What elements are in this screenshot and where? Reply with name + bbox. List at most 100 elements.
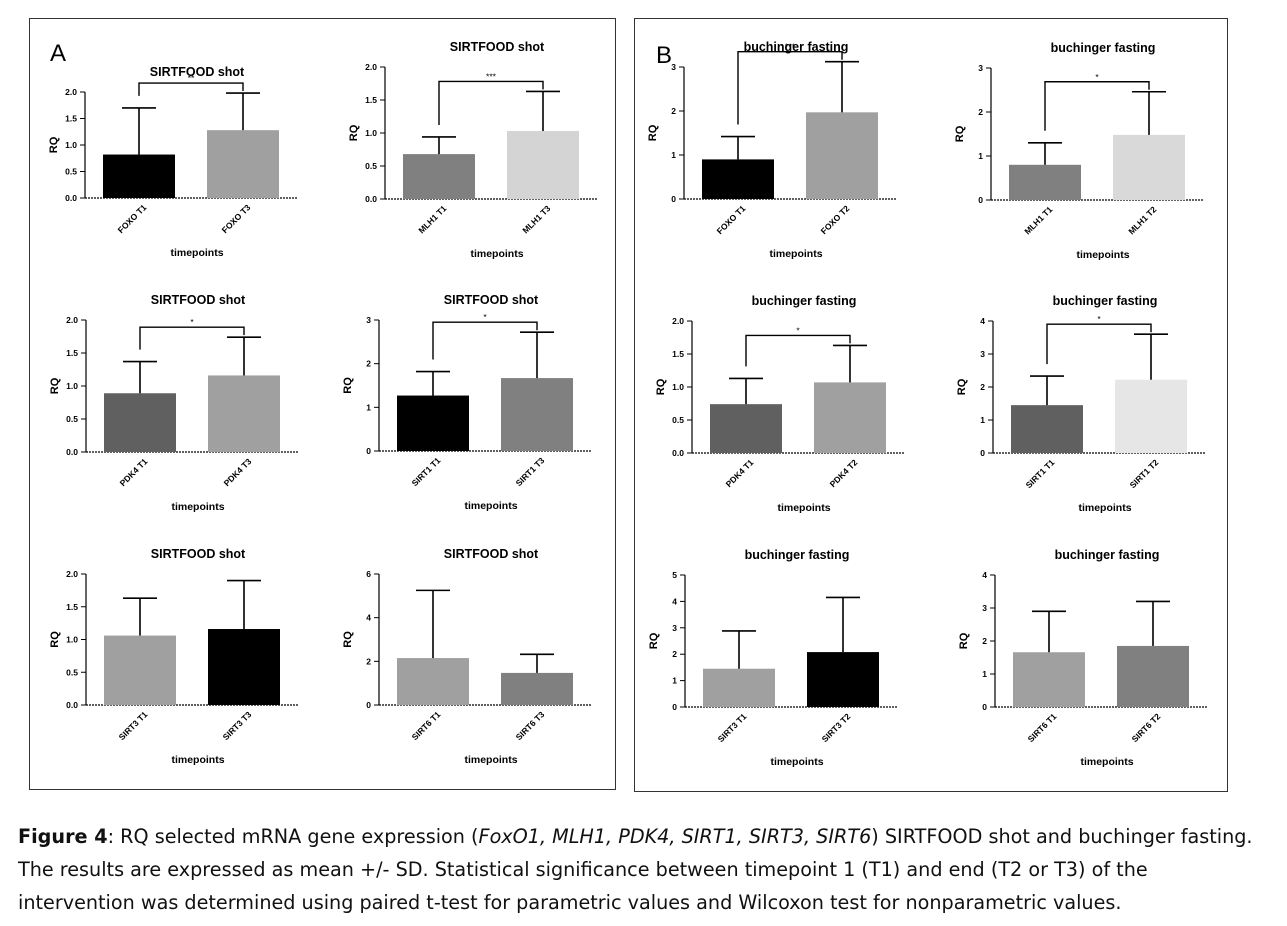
y-axis-label: RQ (49, 631, 61, 648)
y-tick-label: 2.0 (65, 87, 77, 97)
y-tick-label: 1 (980, 415, 985, 425)
significance-label: *** (785, 42, 796, 52)
significance-bracket (737, 51, 843, 125)
y-tick-label: 0 (980, 448, 985, 458)
y-tick-label: 0.5 (66, 667, 78, 677)
panel-a (29, 18, 616, 790)
y-axis-label: RQ (956, 378, 968, 395)
bar (1013, 652, 1085, 707)
y-tick-label: 0 (671, 194, 676, 204)
bar (702, 159, 774, 199)
y-axis-label: RQ (954, 125, 966, 142)
x-axis-label: timepoints (470, 248, 523, 260)
y-tick-label: 0.5 (365, 161, 377, 171)
significance-bracket (1046, 323, 1152, 365)
y-axis-label: RQ (655, 378, 667, 395)
y-tick-label: 3 (366, 315, 371, 325)
bar (208, 629, 280, 705)
bar (208, 375, 280, 452)
y-tick-label: 6 (366, 569, 371, 579)
y-tick-label: 2.0 (66, 315, 78, 325)
significance-bracket (139, 326, 245, 350)
y-tick-label: 3 (671, 62, 676, 72)
significance-label: * (483, 312, 487, 322)
bar (103, 154, 175, 198)
y-tick-label: 2 (978, 107, 983, 117)
chart-title: SIRTFOOD shot (151, 547, 246, 561)
y-tick-label: 2 (980, 382, 985, 392)
chart-title: SIRTFOOD shot (450, 40, 545, 54)
bar (403, 154, 475, 199)
significance-label: ** (188, 73, 195, 83)
y-tick-label: 1.5 (65, 114, 77, 124)
bar (1113, 134, 1185, 200)
y-tick-label: 2 (366, 359, 371, 369)
caption-text-1: : RQ selected mRNA gene expression ( (107, 825, 479, 848)
y-tick-label: 0.0 (66, 447, 78, 457)
y-tick-label: 4 (982, 570, 987, 580)
x-axis-label: timepoints (777, 502, 830, 514)
caption-label: Figure 4 (18, 825, 108, 848)
chart-title: SIRTFOOD shot (444, 293, 539, 307)
significance-bracket (745, 334, 851, 367)
y-tick-label: 2.0 (672, 316, 684, 326)
significance-label: * (1097, 314, 1101, 324)
x-axis-label: timepoints (464, 754, 517, 766)
bar (710, 404, 782, 453)
panel-b (634, 18, 1228, 792)
y-tick-label: 0 (672, 702, 677, 712)
significance-bracket (138, 82, 244, 96)
y-axis-label: RQ (342, 631, 354, 648)
caption-text-2: ) SIRTFOOD shot and buchinger fasting. T… (18, 825, 1253, 914)
x-axis-label: timepoints (1078, 502, 1131, 514)
y-tick-label: 0 (366, 446, 371, 456)
significance-label: * (1095, 72, 1099, 82)
significance-label: * (796, 325, 800, 335)
bar (807, 652, 879, 707)
bar (397, 395, 469, 451)
y-tick-label: 2.0 (365, 62, 377, 72)
x-axis-label: timepoints (170, 247, 223, 259)
bar (703, 668, 775, 707)
y-axis-label: RQ (342, 377, 354, 394)
y-tick-label: 1 (671, 150, 676, 160)
y-tick-label: 2 (671, 106, 676, 116)
bar (1009, 164, 1081, 200)
y-tick-label: 3 (980, 349, 985, 359)
y-tick-label: 1.0 (66, 381, 78, 391)
y-axis-label: RQ (348, 124, 360, 141)
y-tick-label: 0 (366, 700, 371, 710)
x-axis-label: timepoints (1080, 756, 1133, 768)
significance-bracket (1044, 81, 1150, 131)
bar (814, 382, 886, 453)
y-tick-label: 1.0 (672, 382, 684, 392)
y-tick-label: 1.5 (66, 348, 78, 358)
y-axis-label: RQ (958, 632, 970, 649)
chart-title: buchinger fasting (745, 548, 850, 562)
bar (207, 130, 279, 198)
chart-title: buchinger fasting (1053, 294, 1158, 308)
x-axis-label: timepoints (464, 500, 517, 512)
significance-label: * (190, 317, 194, 327)
significance-label: *** (486, 71, 497, 81)
y-tick-label: 2 (366, 656, 371, 666)
bar (806, 112, 878, 199)
y-tick-label: 1 (982, 669, 987, 679)
y-tick-label: 0.5 (66, 414, 78, 424)
x-axis-label: timepoints (770, 756, 823, 768)
bar (1117, 645, 1189, 707)
y-tick-label: 0.0 (65, 193, 77, 203)
y-tick-label: 2 (982, 636, 987, 646)
panel-b-letter: B (656, 42, 673, 69)
y-tick-label: 0.0 (365, 194, 377, 204)
chart-title: buchinger fasting (744, 40, 849, 54)
y-axis-label: RQ (648, 632, 660, 649)
